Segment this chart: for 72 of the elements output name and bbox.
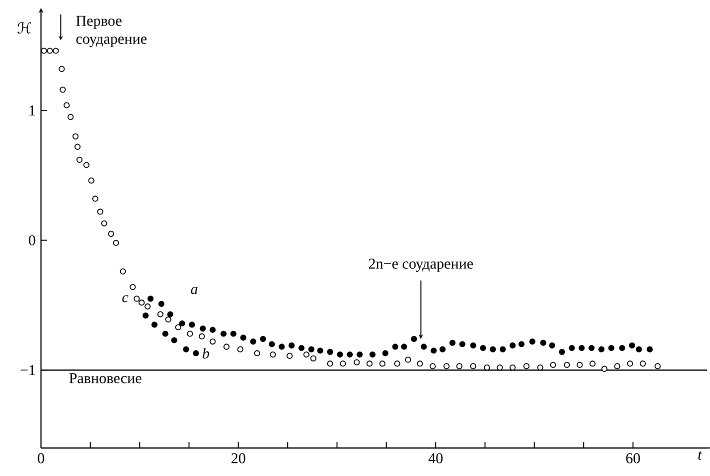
point (369, 351, 376, 358)
ref-line-label: Равновесие (69, 373, 142, 384)
y-tick-label: 0 (28, 235, 36, 246)
point (518, 341, 525, 348)
point (336, 351, 344, 358)
point (440, 346, 446, 352)
point (240, 334, 246, 341)
point (392, 344, 398, 350)
point (578, 344, 585, 352)
point (162, 330, 168, 337)
point (220, 330, 227, 337)
y-axis-title: ℋ (18, 22, 32, 34)
y-tick-label: −1 (20, 365, 35, 376)
annotation: Первое соударение (76, 16, 147, 47)
point (382, 350, 388, 356)
y-tick-label: 1 (30, 106, 35, 116)
point (158, 300, 164, 307)
point (459, 341, 466, 348)
point (260, 336, 266, 342)
x-tick-label: 20 (231, 453, 246, 464)
series-label: c (122, 295, 128, 302)
point (500, 346, 506, 352)
point (250, 338, 256, 345)
point (568, 344, 575, 352)
point (549, 342, 556, 348)
annotation: 2n−e соударение (368, 258, 473, 272)
x-tick-label: 40 (428, 453, 443, 464)
point (490, 346, 496, 352)
point (608, 344, 614, 352)
point (588, 344, 595, 352)
point (317, 348, 324, 354)
point (558, 348, 566, 355)
point (430, 348, 437, 354)
point (188, 322, 196, 328)
point (147, 296, 154, 302)
point (230, 330, 236, 337)
x-tick-label: 60 (626, 453, 640, 464)
point (210, 326, 216, 333)
point (449, 340, 456, 346)
point (510, 342, 516, 348)
point (356, 351, 363, 358)
point (298, 344, 305, 352)
point (182, 346, 190, 352)
point (480, 344, 486, 352)
point (278, 344, 285, 350)
point (268, 341, 275, 348)
point (308, 346, 314, 352)
series-label: a (190, 286, 198, 294)
point (171, 337, 178, 344)
point (288, 342, 295, 348)
series-label: b (202, 348, 210, 358)
point (540, 340, 546, 346)
point (151, 322, 158, 328)
x-tick-label: 0 (38, 453, 44, 464)
point (167, 311, 174, 318)
point (410, 336, 418, 342)
point (646, 346, 653, 352)
point (346, 351, 353, 358)
point (420, 344, 427, 350)
point (628, 342, 636, 348)
point (200, 326, 206, 332)
point (192, 350, 199, 356)
point (142, 312, 149, 319)
x-axis-title: t (698, 451, 702, 460)
point (619, 344, 626, 352)
point (179, 320, 186, 326)
point (636, 346, 642, 352)
point (598, 346, 604, 352)
point (470, 342, 476, 348)
point (401, 344, 408, 350)
point (529, 338, 536, 345)
point (327, 348, 334, 355)
